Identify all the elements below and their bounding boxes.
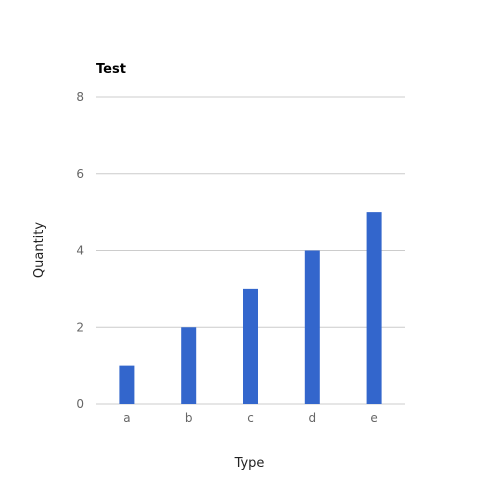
x-axis-title: Type — [234, 456, 265, 471]
y-tick-label: 4 — [76, 244, 84, 258]
x-tick-label: e — [370, 411, 377, 425]
bars — [119, 212, 382, 405]
bar-c[interactable] — [243, 288, 258, 404]
x-tick-label: a — [123, 411, 130, 425]
x-tick-label: c — [247, 411, 254, 425]
y-axis-title: Quantity — [32, 222, 47, 278]
y-tick-label: 6 — [76, 167, 84, 181]
x-axis-tick-labels: a b c d e — [123, 411, 378, 425]
x-tick-label: b — [185, 411, 193, 425]
y-tick-label: 8 — [76, 90, 84, 104]
bar-a[interactable] — [119, 365, 135, 404]
x-tick-label: d — [308, 411, 316, 425]
y-tick-label: 2 — [76, 320, 84, 334]
gridlines — [96, 96, 405, 405]
y-axis-tick-labels: 0 2 4 6 8 — [76, 90, 84, 411]
bar-e[interactable] — [366, 212, 382, 404]
bar-d[interactable] — [304, 250, 320, 405]
bar-b[interactable] — [181, 327, 197, 404]
chart-title: Test — [96, 62, 126, 77]
y-tick-label: 0 — [76, 397, 84, 411]
